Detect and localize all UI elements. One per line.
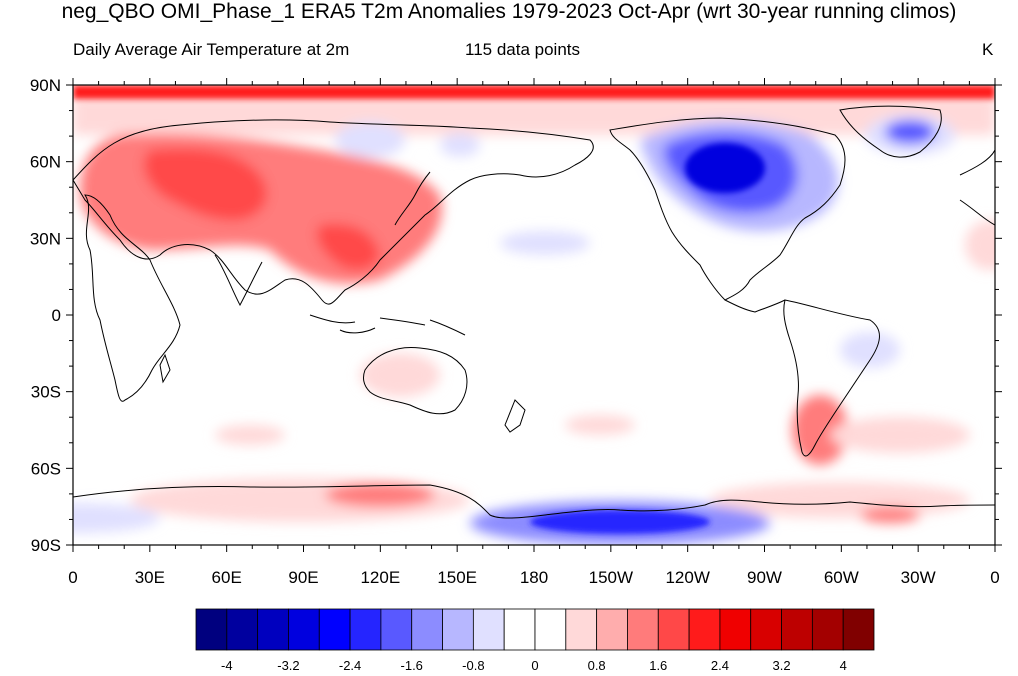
colorbar-swatch: [411, 608, 443, 651]
colorbar-swatch: [257, 608, 289, 651]
colorbar-swatch: [226, 608, 259, 651]
west-africa-warm: [965, 220, 995, 270]
colorbar-label: 1.6: [649, 658, 667, 673]
colorbar-label: -2.4: [339, 658, 361, 673]
antarctic-cold-edge: [73, 503, 160, 533]
lon-tick-label: 150W: [589, 568, 633, 587]
east-siberia-cold-patch: [440, 133, 480, 157]
se-asia-islands-coast: [309, 314, 466, 336]
colorbar-swatch: [442, 608, 474, 651]
colorbar-label: 0: [531, 658, 538, 673]
china-warm-core: [316, 223, 380, 271]
colorbar-swatch: [472, 608, 505, 651]
variable-subtitle: Daily Average Air Temperature at 2m: [73, 40, 350, 59]
brazil-cold-patch: [840, 332, 900, 368]
colorbar-label: 0.8: [588, 658, 606, 673]
australia-warm: [360, 353, 440, 397]
south-america-coast: [783, 299, 880, 457]
colorbar-swatch: [534, 608, 567, 651]
greenland-coast: [839, 105, 942, 158]
india-coast: [214, 254, 263, 307]
lat-tick-label: 90N: [30, 76, 61, 95]
colorbar-label: -0.8: [462, 658, 484, 673]
colorbar-swatch: [657, 608, 690, 651]
eurasia-warm-core: [143, 148, 268, 221]
lon-tick-label: 60W: [824, 568, 859, 587]
colorbar-label: -3.2: [277, 658, 299, 673]
greenland-cold-core: [885, 120, 935, 144]
madagascar-coast: [159, 353, 171, 384]
colorbar-label: 4: [840, 658, 847, 673]
lat-tick-label: 30N: [30, 229, 61, 248]
north-america-cold-core: [685, 143, 765, 193]
lat-tick-label: 30S: [31, 383, 61, 402]
europe-coast: [959, 149, 995, 226]
antarctic-cold-core: [530, 510, 710, 534]
colorbar-label: 2.4: [711, 658, 729, 673]
colorbar-label: 3.2: [773, 658, 791, 673]
lon-tick-label: 150E: [437, 568, 477, 587]
colorbar-swatch: [811, 608, 844, 651]
antarctic-warm-core: [325, 483, 435, 507]
lon-tick-label: 120W: [665, 568, 709, 587]
colorbar-swatch: [565, 608, 598, 651]
colorbar-label: -1.6: [401, 658, 423, 673]
lon-tick-label: 180: [520, 568, 548, 587]
lat-tick-label: 60S: [31, 459, 61, 478]
colorbar-swatch: [781, 608, 813, 651]
colorbar-swatch: [195, 608, 228, 651]
lon-tick-label: 30E: [135, 568, 165, 587]
indian-ocean-warm: [215, 425, 285, 445]
new-zealand-coast: [504, 399, 526, 433]
colorbar-swatch: [842, 608, 875, 651]
lon-tick-label: 30W: [901, 568, 936, 587]
units-label: K: [982, 40, 994, 59]
lon-tick-label: 60E: [212, 568, 242, 587]
colorbar-swatch: [750, 608, 782, 651]
colorbar-swatch: [596, 608, 628, 651]
colorbar-swatch: [719, 608, 752, 651]
colorbar-swatch: [503, 608, 536, 651]
colorbar-swatch: [688, 608, 721, 651]
latitude-axis: 90N 60N 30N 0 30S 60S 90S: [30, 76, 1002, 555]
south-atlantic-warm: [830, 417, 970, 453]
north-america-coast: [609, 117, 846, 301]
arctic-warm-outer: [73, 95, 995, 135]
central-america-coast: [724, 299, 786, 313]
longitude-axis: 0 30E 60E 90E 120E 150E 180 150W 120W 90W 60W 30W 0: [68, 78, 1000, 587]
siberia-cold-patch: [335, 122, 405, 158]
lat-tick-label: 60N: [30, 153, 61, 172]
anomaly-field: [73, 85, 995, 545]
south-america-warm: [792, 395, 848, 465]
colorbar-swatch: [318, 608, 351, 651]
japan-coast: [394, 171, 431, 226]
colorbar-label: -4: [221, 658, 233, 673]
colorbar-swatch: [288, 608, 320, 651]
coastlines: [73, 105, 995, 519]
colorbar: -4 -3.2 -2.4 -1.6 -0.8 0 0.8 1.6 2.4 3.2 4: [195, 608, 875, 673]
data-count-subtitle: 115 data points: [465, 40, 580, 59]
lon-tick-label: 90W: [747, 568, 782, 587]
colorbar-swatch: [349, 608, 382, 651]
colorbar-swatch: [380, 608, 413, 651]
lon-tick-label: 0: [68, 568, 77, 587]
colorbar-swatch: [627, 608, 659, 651]
lon-tick-label: 120E: [360, 568, 400, 587]
pacific-cold-patch: [500, 231, 590, 255]
antarctica-coast: [73, 484, 995, 519]
arctic-warm-band: [73, 85, 995, 99]
lat-tick-label: 90S: [31, 536, 61, 555]
plot-title: neg_QBO OMI_Phase_1 ERA5 T2m Anomalies 1…: [61, 0, 957, 23]
africa-coast: [84, 194, 181, 402]
weddell-warm: [860, 507, 920, 523]
lon-tick-label: 90E: [288, 568, 318, 587]
south-pacific-warm: [565, 415, 635, 435]
lon-tick-label: 0: [990, 568, 999, 587]
lat-tick-label: 0: [52, 306, 61, 325]
eurasia-coast: [73, 119, 594, 305]
australia-coast: [362, 346, 468, 415]
